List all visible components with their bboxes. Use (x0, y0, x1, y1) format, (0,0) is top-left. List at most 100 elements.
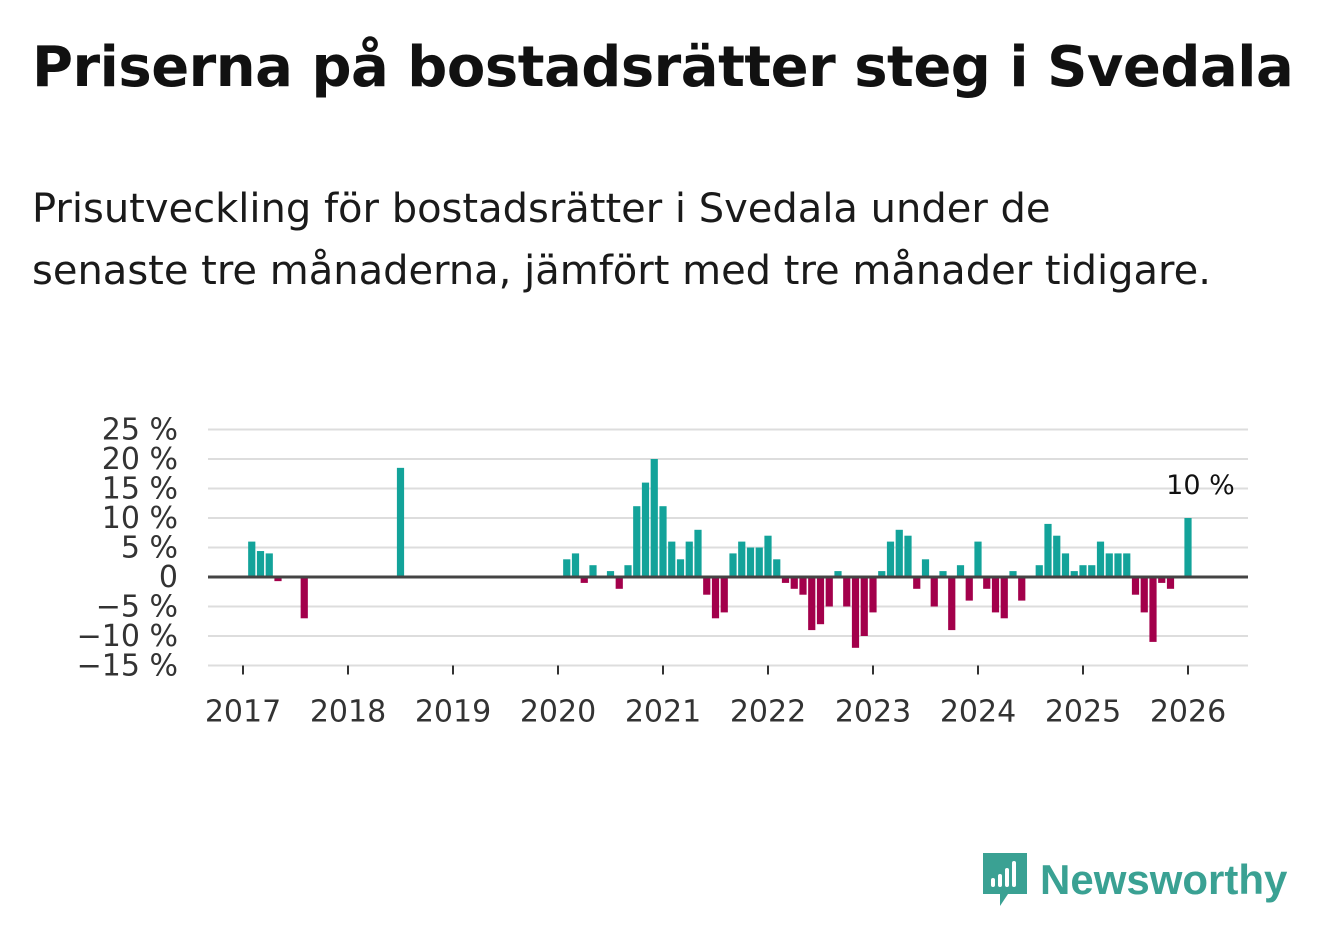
y-tick-label: 5 % (121, 531, 178, 566)
bar (300, 577, 308, 619)
bar (615, 577, 623, 589)
bar (685, 541, 693, 577)
x-tick-label: 2017 (205, 695, 281, 730)
bar (825, 577, 833, 607)
x-tick-label: 2024 (940, 695, 1016, 730)
bar (904, 535, 912, 577)
bar (1088, 565, 1096, 577)
bar (860, 577, 868, 636)
x-tick-label: 2021 (625, 695, 701, 730)
bar (974, 541, 982, 577)
bar (1070, 571, 1078, 577)
bar (755, 547, 763, 577)
bar (816, 577, 825, 625)
bar (1123, 553, 1131, 577)
bar (694, 529, 702, 577)
bar (711, 577, 720, 619)
bar (790, 577, 798, 589)
bar (773, 559, 781, 577)
x-tick-label: 2025 (1045, 695, 1121, 730)
bar (834, 571, 842, 577)
bar (1079, 565, 1087, 577)
chart-subtitle: Prisutveckling för bostadsrätter i Sveda… (32, 186, 1211, 294)
bar (1096, 541, 1105, 577)
bar (563, 559, 571, 577)
bar (580, 577, 588, 583)
y-tick-label: 20 % (102, 442, 178, 477)
bar (1000, 577, 1008, 619)
bar (729, 553, 737, 577)
bar (1044, 523, 1052, 577)
bar (1166, 577, 1175, 589)
bar (991, 577, 1000, 613)
grid-layer (208, 428, 1248, 667)
bar (396, 467, 405, 577)
bar (1114, 553, 1122, 577)
x-tick-label: 2019 (415, 695, 491, 730)
newsworthy-brand[interactable]: Newsworthy (980, 850, 1287, 910)
annotation-label: 10 % (1166, 470, 1235, 501)
x-tick-label: 2020 (520, 695, 596, 730)
x-tick-label: 2022 (730, 695, 806, 730)
bar (668, 541, 676, 577)
bar (1140, 577, 1148, 613)
y-tick-label: −5 % (96, 590, 178, 625)
x-tick-label: 2023 (835, 695, 911, 730)
bar (930, 577, 938, 607)
brand-name: Newsworthy (1040, 856, 1288, 903)
bar (641, 482, 650, 577)
bar (965, 577, 973, 601)
bar (843, 577, 851, 607)
y-tick-label: 10 % (102, 501, 178, 536)
bar (1131, 577, 1140, 595)
bar (703, 577, 711, 595)
y-tick-label: −10 % (77, 619, 178, 654)
newsworthy-logo-icon (983, 853, 1027, 906)
bar (1018, 577, 1026, 601)
bar (248, 541, 256, 577)
bar (274, 577, 282, 582)
bar (589, 565, 597, 577)
label-layer: 25 %20 %15 %10 %5 %0−5 %−10 %−15 %2017 20… (77, 413, 1235, 730)
bar (676, 559, 685, 577)
x-tick-label: 2018 (310, 695, 386, 730)
bar (764, 535, 772, 577)
bar (878, 571, 886, 577)
y-tick-label: 25 % (102, 413, 178, 448)
bar (1149, 577, 1157, 642)
bar-layer (248, 459, 1192, 648)
bar (1158, 577, 1166, 583)
bar (606, 571, 615, 577)
bar (939, 571, 947, 577)
y-tick-label: 0 (159, 560, 178, 595)
bar (624, 565, 632, 577)
bar (921, 559, 930, 577)
bar (948, 577, 956, 631)
bar (1035, 565, 1043, 577)
bar (808, 577, 816, 631)
axis-layer (208, 575, 1248, 675)
bar (659, 506, 667, 577)
x-tick-label: 2026 (1150, 695, 1226, 730)
bar (799, 577, 807, 595)
y-tick-label: −15 % (77, 649, 178, 684)
bar (956, 565, 965, 577)
bar (869, 577, 877, 613)
bar (1184, 518, 1192, 577)
chart-title: Priserna på bostadsrätter steg i Svedala (32, 35, 1294, 100)
bar (571, 553, 580, 577)
bar (265, 553, 273, 577)
bar (633, 506, 641, 577)
bar (256, 551, 265, 577)
bar (738, 541, 746, 577)
y-tick-label: 15 % (102, 472, 178, 507)
bar (851, 577, 860, 648)
bar (1009, 571, 1017, 577)
bar (650, 459, 658, 577)
bar (781, 577, 790, 583)
bar (895, 529, 903, 577)
bar (720, 577, 728, 613)
bar (1053, 535, 1061, 577)
bar (1061, 553, 1070, 577)
bar (983, 577, 991, 589)
